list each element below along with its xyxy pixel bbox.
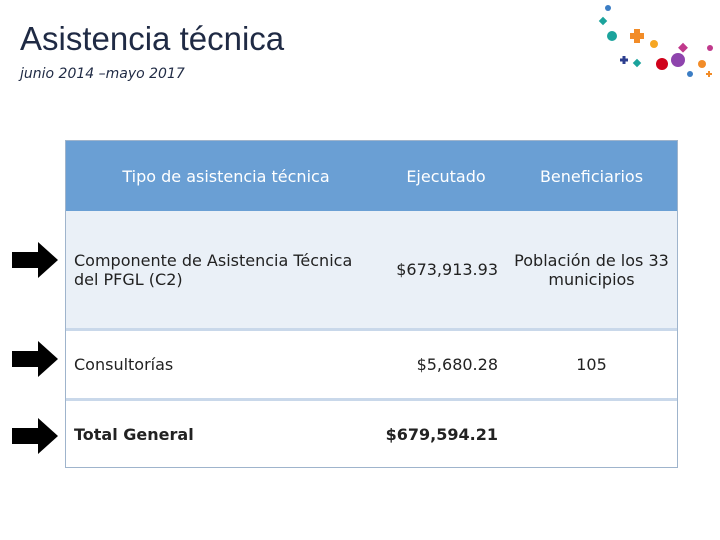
table-row: Componente de Asistencia Técnica del PFG… <box>66 211 677 331</box>
column-header: Beneficiarios <box>539 166 644 186</box>
column-header: Ejecutado <box>406 166 486 186</box>
title: Asistencia técnica <box>20 20 285 57</box>
cell: Consultorías <box>74 355 174 374</box>
cell <box>506 401 677 467</box>
table-row: Consultorías $5,680.28 105 <box>66 331 677 401</box>
arrow <box>12 341 58 377</box>
cell: 105 <box>576 355 607 374</box>
decoration <box>598 5 713 77</box>
subtitle: junio 2014 –mayo 2017 <box>20 66 185 82</box>
cell: $5,680.28 <box>416 355 498 374</box>
cell: $673,913.93 <box>396 260 498 279</box>
table: Tipo de asistencia técnica Ejecutado Ben… <box>65 140 678 468</box>
column-header: Tipo de asistencia técnica <box>122 166 330 186</box>
cell: Total General <box>74 424 194 444</box>
arrow <box>12 418 58 454</box>
cell: Componente de Asistencia Técnica del PFG… <box>74 250 353 289</box>
header-row: Tipo de asistencia técnica Ejecutado Ben… <box>66 141 677 211</box>
cell: $679,594.21 <box>385 424 498 444</box>
arrow <box>12 242 58 278</box>
cell: Población de los 33 municipios <box>514 250 669 289</box>
table-row: Total General $679,594.21 <box>66 401 677 467</box>
